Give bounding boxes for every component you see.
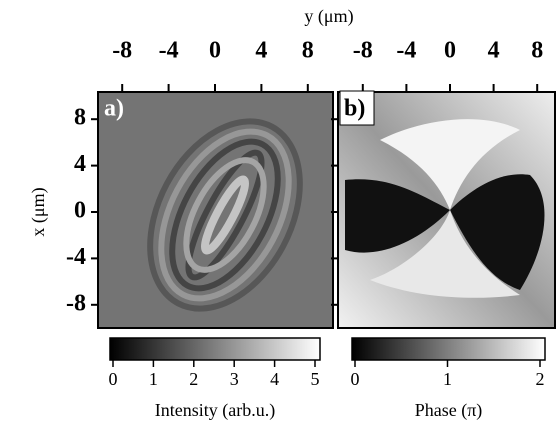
x-tick-label: 0 xyxy=(444,38,456,64)
y-tick-label: -8 xyxy=(66,290,86,316)
intensity-image xyxy=(98,92,333,328)
colorbar-label: Phase (π) xyxy=(415,400,483,421)
x-tick-label: 4 xyxy=(488,38,500,64)
colorbar-tick-label: 1 xyxy=(149,369,158,389)
y-axis-label: x (μm) xyxy=(28,187,49,236)
y-tick-label: 4 xyxy=(74,151,86,177)
colorbar-tick-label: 1 xyxy=(443,369,452,389)
colorbar-tick-label: 0 xyxy=(351,369,360,389)
y-tick-label: -4 xyxy=(66,244,86,270)
phase-image xyxy=(338,92,555,328)
x-tick-label: 0 xyxy=(209,38,221,64)
x-tick-label: -8 xyxy=(112,38,132,64)
x-tick-label: 4 xyxy=(255,38,267,64)
colorbar xyxy=(351,337,546,361)
x-tick-label: -4 xyxy=(396,38,416,64)
x-tick-label: -8 xyxy=(353,38,373,64)
colorbar-tick-label: 5 xyxy=(311,369,320,389)
x-tick-label: 8 xyxy=(302,38,314,64)
y-tick-label: 0 xyxy=(74,198,86,224)
colorbar-label: Intensity (arb.u.) xyxy=(155,400,275,421)
x-tick-label: -4 xyxy=(159,38,179,64)
colorbar xyxy=(109,337,321,361)
colorbar-tick-label: 4 xyxy=(270,369,279,389)
x-tick-label: 8 xyxy=(531,38,543,64)
colorbar-tick-label: 2 xyxy=(536,369,545,389)
colorbar-tick-label: 3 xyxy=(230,369,239,389)
y-tick-label: 8 xyxy=(74,105,86,131)
colorbar-tick-label: 2 xyxy=(189,369,198,389)
x-axis-label: y (μm) xyxy=(304,6,353,27)
panel-label-box xyxy=(339,90,375,126)
panel-frame xyxy=(337,91,556,329)
colorbar-tick-label: 0 xyxy=(109,369,118,389)
panel-label: a) xyxy=(104,96,124,122)
panel-label: b) xyxy=(344,96,365,122)
